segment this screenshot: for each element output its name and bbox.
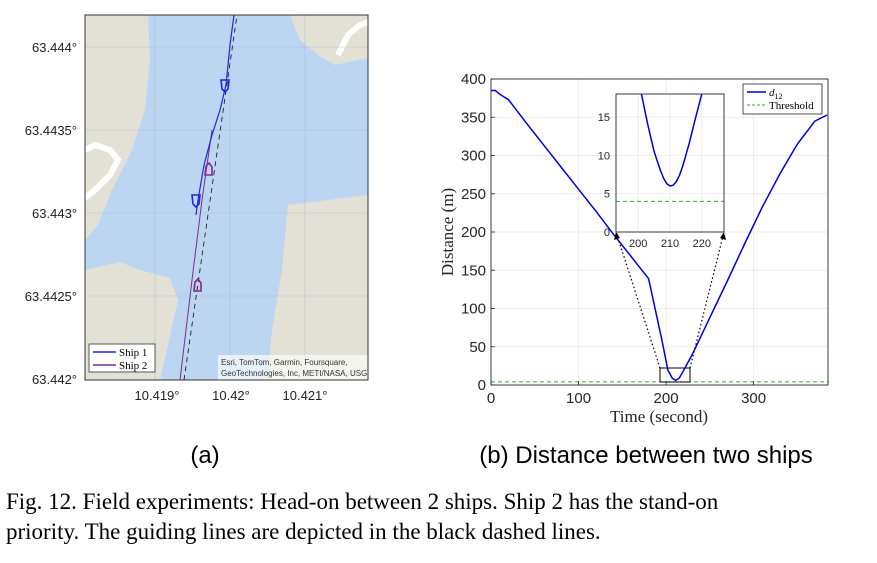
series-line-d12 (491, 89, 828, 382)
map-land-northeast (290, 15, 368, 65)
map-xtick: 10.419° (135, 388, 180, 403)
ship1-marker-south (191, 194, 201, 209)
ship1-track (195, 15, 235, 216)
y-tick-label: 200 (461, 224, 486, 241)
zoom-connector-right (689, 231, 725, 369)
map-ytick: 63.4435° (25, 123, 77, 138)
legend-threshold: Threshold (769, 100, 814, 112)
inset-series (616, 93, 724, 202)
caption-line-1: Fig. 12. Field experiments: Head-on betw… (6, 489, 719, 514)
caption-line-2: priority. The guiding lines are depicted… (6, 519, 601, 544)
zoom-box (659, 367, 691, 383)
chart-xlabel: Time (second) (610, 407, 708, 426)
y-tick-label: 400 (461, 71, 486, 88)
x-tick-label: 100 (566, 390, 591, 407)
sub-caption-a: (a) (190, 442, 219, 469)
inset-d12-line (640, 93, 703, 187)
y-tick-label: 250 (461, 186, 486, 203)
inset-y-tick-label: 5 (604, 189, 610, 201)
map-frame (84, 14, 369, 381)
inset-y-tick-label: 10 (598, 150, 610, 162)
inset-x-tick-label: 210 (661, 238, 679, 250)
inset-x-tick-label: 220 (693, 238, 711, 250)
map-xtick: 10.42° (212, 388, 250, 403)
figure-caption: Fig. 12. Field experiments: Head-on betw… (6, 487, 872, 547)
map-ytick: 63.442° (32, 372, 77, 387)
y-tick-label: 100 (461, 301, 486, 318)
arrowhead-right-icon (720, 232, 726, 240)
map-attribution-line2: GeoTechnologies, Inc, METI/NASA, USGS (221, 369, 373, 378)
map-panel: Esri, TomTom, Garmin, Foursquare, GeoTec… (25, 14, 373, 403)
inset-frame (615, 93, 725, 233)
ship2-marker-north (204, 161, 213, 176)
ship1-marker-north (220, 79, 230, 94)
y-tick-label: 50 (469, 339, 486, 356)
inset-x-tick-label: 200 (629, 238, 647, 250)
map-land-east (268, 195, 368, 380)
sub-caption-b: (b) Distance between two ships (479, 442, 813, 469)
y-tick-label: 150 (461, 262, 486, 279)
map-ytick: 63.4425° (25, 289, 77, 304)
map-ytick: 63.444° (32, 40, 77, 55)
legend-ship1: Ship 1 (119, 347, 147, 359)
chart-legend: d12 Threshold (742, 83, 823, 115)
map-graticule (85, 15, 368, 380)
chart-ylabel: Distance (m) (438, 188, 457, 276)
map-legend: Ship 1 Ship 2 (88, 343, 156, 373)
x-tick-label: 200 (654, 390, 679, 407)
inset-y-tick-label: 15 (598, 112, 610, 124)
arrowhead-left-icon (614, 232, 620, 240)
map-x-ticks: 10.419° 10.42° 10.421° (135, 388, 328, 403)
y-tick-label: 300 (461, 148, 486, 165)
inset-y-tick-label: 0 (604, 227, 610, 239)
map-ytick: 63.443° (32, 206, 77, 221)
legend-d12: d12 (769, 87, 783, 101)
ship2-marker-south (193, 277, 202, 292)
legend-ship2: Ship 2 (119, 360, 147, 372)
map-y-ticks: 63.444° 63.4435° 63.443° 63.4425° 63.442… (25, 40, 77, 387)
guiding-line (183, 15, 238, 380)
inset-chart: 0 5 10 15 200 210 220 (598, 93, 725, 250)
inset-ticks: 0 5 10 15 200 210 220 (598, 112, 711, 250)
x-tick-label: 0 (487, 390, 495, 407)
legend-d12-base: d (769, 87, 775, 99)
x-tick-label: 300 (741, 390, 766, 407)
map-road-west (85, 141, 122, 201)
map-xtick: 10.421° (283, 388, 328, 403)
map-attribution-line1: Esri, TomTom, Garmin, Foursquare, (221, 358, 348, 367)
y-tick-label: 0 (478, 377, 486, 394)
legend-d12-sub: 12 (775, 92, 783, 101)
map-road-northeast (335, 19, 368, 57)
y-tick-label: 350 (461, 109, 486, 126)
